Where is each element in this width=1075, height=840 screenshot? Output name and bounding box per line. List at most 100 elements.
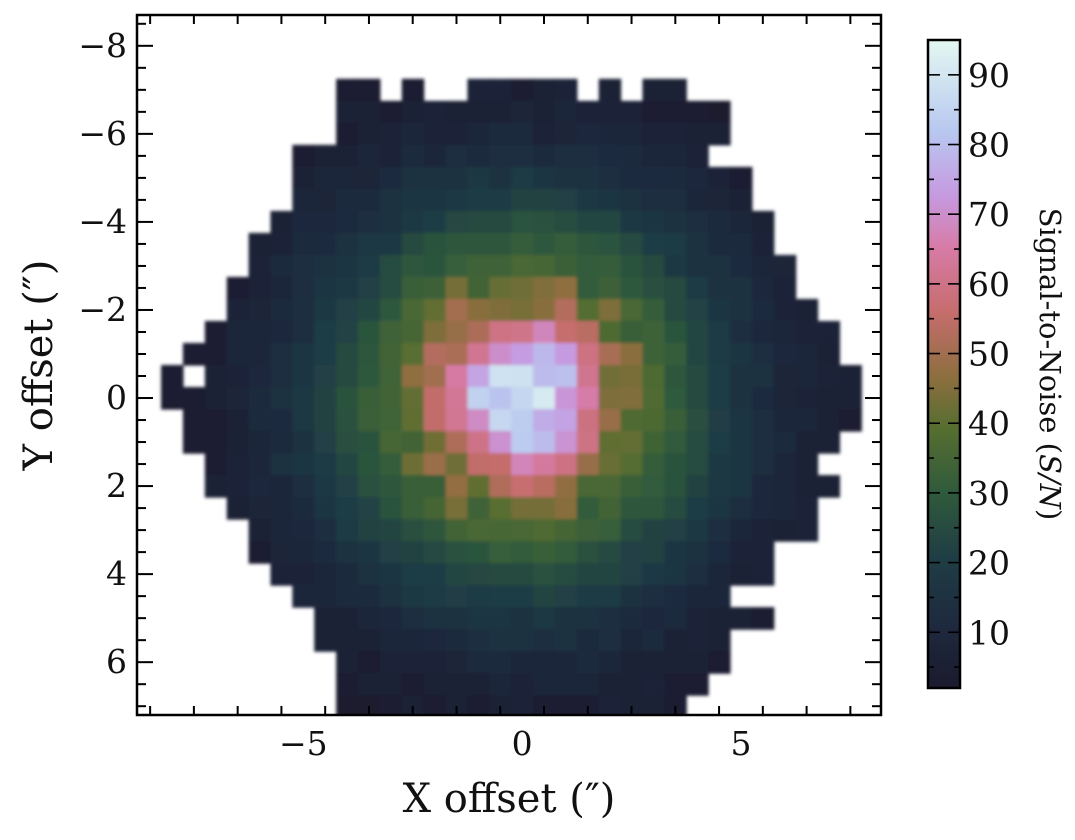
sn-spaxel <box>576 342 600 366</box>
sn-spaxel <box>423 387 447 410</box>
sn-spaxel <box>554 166 578 190</box>
sn-spaxel <box>686 298 709 322</box>
sn-spaxel <box>642 365 665 388</box>
sn-spaxel <box>598 78 622 102</box>
sn-spaxel <box>489 298 512 322</box>
sn-spaxel <box>226 276 250 300</box>
sn-spaxel <box>598 254 622 278</box>
sn-spaxel <box>445 232 469 256</box>
sn-spaxel <box>336 342 359 366</box>
sn-spaxel <box>554 365 578 388</box>
sn-spaxel <box>270 232 293 256</box>
sn-spaxel <box>533 541 556 564</box>
sn-spaxel <box>554 563 578 586</box>
sn-spaxel <box>511 519 534 542</box>
sn-spaxel <box>576 188 600 212</box>
sn-spaxel <box>358 387 381 410</box>
sn-spaxel <box>248 519 272 542</box>
y-tick-label: 0 <box>106 378 127 417</box>
sn-spaxel <box>620 409 644 432</box>
sn-spaxel <box>467 276 490 300</box>
sn-spaxel <box>489 695 512 715</box>
sn-spaxel <box>795 497 819 520</box>
sn-spaxel <box>336 122 359 146</box>
sn-spaxel <box>533 320 556 344</box>
sn-spaxel <box>533 387 556 410</box>
sn-spaxel <box>795 342 819 366</box>
sn-spaxel <box>358 78 381 102</box>
sn-spaxel <box>204 453 228 476</box>
sn-spaxel <box>620 541 644 564</box>
sn-spaxel <box>598 563 622 586</box>
sn-spaxel <box>423 519 447 542</box>
sn-spaxel <box>423 409 447 432</box>
sn-spaxel <box>642 453 665 476</box>
sn-spaxel <box>511 409 534 432</box>
sn-spaxel <box>270 541 293 564</box>
sn-spaxel <box>511 541 534 564</box>
x-tick-label: 5 <box>730 724 751 763</box>
sn-spaxel <box>795 365 819 388</box>
sn-spaxel <box>336 387 359 410</box>
sn-spaxel <box>751 497 775 520</box>
sn-spaxel <box>511 210 534 234</box>
sn-spaxel <box>314 497 337 520</box>
sn-spaxel <box>554 585 578 608</box>
sn-spaxel <box>336 78 359 102</box>
sn-spaxel <box>423 298 447 322</box>
sn-spaxel <box>751 387 775 410</box>
sn-spaxel <box>379 298 403 322</box>
sn-spaxel <box>642 563 665 586</box>
sn-spaxel <box>576 673 600 696</box>
sn-spaxel <box>248 409 272 432</box>
sn-spaxel <box>795 519 819 542</box>
sn-spaxel <box>708 166 731 190</box>
sn-spaxel <box>751 365 775 388</box>
sn-spaxel <box>270 298 293 322</box>
sn-spaxel <box>336 607 359 630</box>
sn-spaxel <box>664 232 687 256</box>
sn-spaxel <box>467 607 490 630</box>
sn-spaxel <box>620 232 644 256</box>
sn-spaxel <box>642 541 665 564</box>
sn-spaxel <box>533 365 556 388</box>
sn-spaxel <box>554 497 578 520</box>
sn-spaxel <box>489 431 512 454</box>
sn-spaxel <box>664 387 687 410</box>
sn-spaxel <box>467 342 490 366</box>
sn-spaxel <box>161 365 184 388</box>
sn-spaxel <box>401 166 425 190</box>
sn-spaxel <box>358 254 381 278</box>
sn-spaxel <box>511 365 534 388</box>
sn-spaxel <box>708 563 731 586</box>
sn-spaxel <box>467 453 490 476</box>
sn-spaxel <box>664 188 687 212</box>
sn-spaxel <box>314 254 337 278</box>
sn-spaxel <box>358 144 381 168</box>
sn-spaxel <box>511 254 534 278</box>
sn-spaxel <box>336 298 359 322</box>
sn-spaxel <box>620 144 644 168</box>
sn-spaxel <box>773 475 797 498</box>
sn-spaxel <box>642 144 665 168</box>
sn-spaxel <box>664 585 687 608</box>
sn-spaxel <box>751 342 775 366</box>
sn-spaxel <box>467 563 490 586</box>
sn-spaxel <box>204 431 228 454</box>
sn-spaxel <box>686 585 709 608</box>
sn-spaxel <box>598 210 622 234</box>
sn-spaxel <box>445 100 469 124</box>
sn-spaxel <box>336 365 359 388</box>
sn-spaxel <box>620 298 644 322</box>
sn-spaxel <box>182 431 206 454</box>
sn-spaxel <box>554 144 578 168</box>
sn-spaxel <box>445 365 469 388</box>
sn-spaxel <box>773 387 797 410</box>
sn-spaxel <box>620 673 644 696</box>
sn-spaxel <box>423 276 447 300</box>
sn-spaxel <box>664 563 687 586</box>
sn-spaxel <box>730 409 753 432</box>
sn-spaxel <box>730 387 753 410</box>
sn-spaxel <box>314 188 337 212</box>
sn-spaxel <box>533 585 556 608</box>
